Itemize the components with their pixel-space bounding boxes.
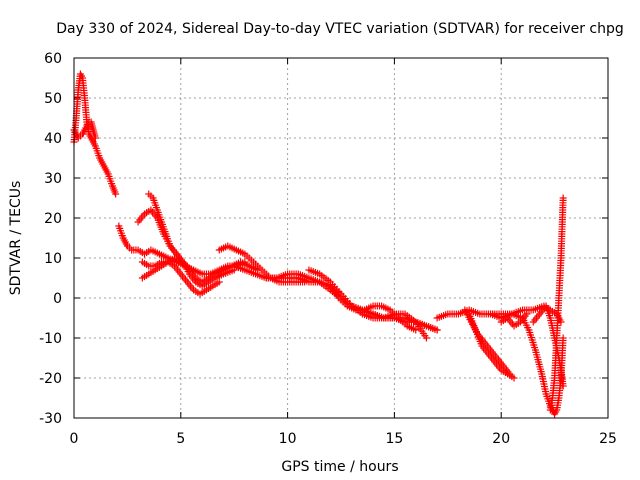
data-point xyxy=(215,278,223,286)
series-trace-2 xyxy=(70,118,99,142)
x-tick-label: 15 xyxy=(385,431,403,447)
y-tick-label: 30 xyxy=(44,171,62,187)
data-point xyxy=(433,326,441,334)
y-tick-label: 20 xyxy=(44,211,62,227)
series-trace-15 xyxy=(461,306,514,378)
y-tick-label: 40 xyxy=(44,131,62,147)
y-tick-label: -10 xyxy=(39,331,62,347)
data-point xyxy=(506,370,514,378)
x-tick-label: 5 xyxy=(176,431,185,447)
y-tick-labels: -30 -20 -10 0 10 20 30 40 50 60 xyxy=(39,51,62,427)
data-point xyxy=(523,310,531,318)
y-tick-label: -20 xyxy=(39,371,62,387)
x-tick-labels: 0 5 10 15 20 25 xyxy=(70,431,617,447)
data-point xyxy=(112,190,120,198)
data-point xyxy=(183,262,191,270)
data-point xyxy=(412,326,420,334)
data-point xyxy=(559,334,567,342)
x-tick-label: 25 xyxy=(599,431,617,447)
grid xyxy=(74,58,608,418)
series-trace-19 xyxy=(497,310,531,330)
series-trace-7 xyxy=(138,254,191,270)
series-trace-12 xyxy=(326,282,420,334)
chart-title: Day 330 of 2024, Sidereal Day-to-day VTE… xyxy=(56,21,624,37)
x-tick-label: 20 xyxy=(492,431,510,447)
y-tick-label: 50 xyxy=(44,91,62,107)
data-point xyxy=(91,134,99,142)
y-axis-label: SDTVAR / TECUs xyxy=(8,181,24,296)
data-point xyxy=(559,194,567,202)
plot-frame xyxy=(73,57,609,419)
x-axis-label: GPS time / hours xyxy=(281,459,398,475)
axis-ticks xyxy=(73,57,609,419)
series-trace-5 xyxy=(145,190,262,286)
x-tick-label: 10 xyxy=(279,431,297,447)
y-tick-label: -30 xyxy=(39,411,62,427)
data-point xyxy=(557,318,565,326)
series-trace-18 xyxy=(546,194,567,414)
x-tick-label: 0 xyxy=(70,431,79,447)
data-point xyxy=(510,374,518,382)
data-points xyxy=(70,70,567,418)
y-tick-label: 10 xyxy=(44,251,62,267)
data-point xyxy=(559,382,567,390)
y-tick-label: 0 xyxy=(53,291,62,307)
y-tick-label: 60 xyxy=(44,51,62,67)
data-point xyxy=(422,334,430,342)
